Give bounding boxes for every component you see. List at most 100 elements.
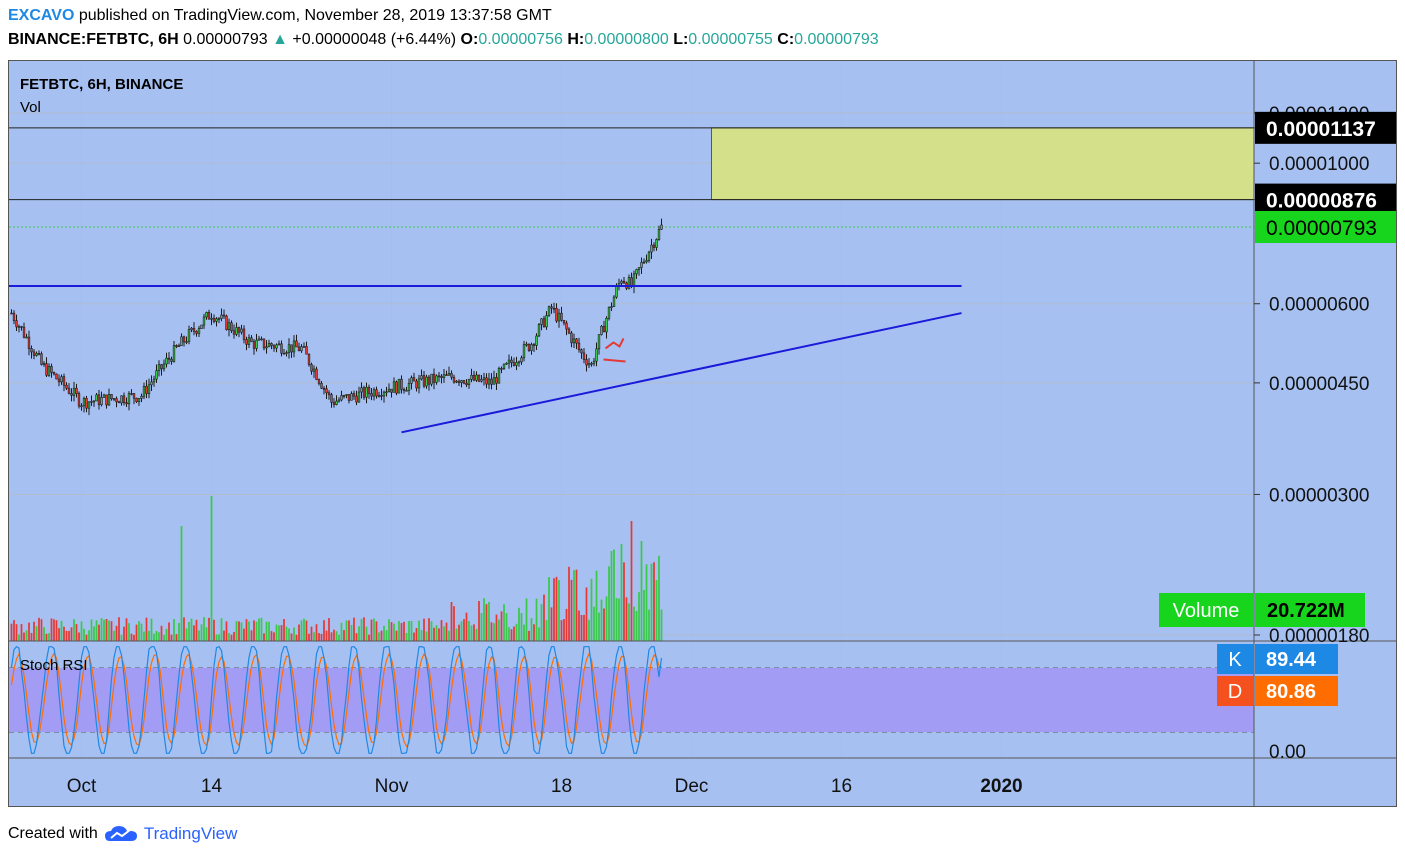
candle xyxy=(100,397,103,406)
candle xyxy=(450,373,453,378)
volume-bar xyxy=(323,620,325,641)
candle xyxy=(585,359,588,366)
publish-info: EXCAVO published on TradingView.com, Nov… xyxy=(8,7,552,25)
volume-bar xyxy=(305,620,308,641)
volume-bar xyxy=(243,628,245,641)
candle xyxy=(267,343,271,348)
volume-bar xyxy=(523,624,525,641)
candle xyxy=(352,393,356,397)
candle xyxy=(110,394,113,399)
candle xyxy=(395,381,398,394)
volume-bar xyxy=(610,551,613,641)
stoch-rsi-band xyxy=(9,668,1254,732)
volume-bar xyxy=(188,622,190,641)
candle xyxy=(542,318,546,328)
symbol-name: BINANCE:FETBTC, 6H xyxy=(8,31,179,48)
candle xyxy=(37,353,41,355)
candle xyxy=(182,336,186,343)
candle xyxy=(392,381,396,393)
volume-bar xyxy=(625,597,628,641)
candle xyxy=(567,328,571,334)
volume-bar xyxy=(325,630,328,641)
candle xyxy=(127,393,131,405)
volume-bar xyxy=(540,603,543,641)
volume-bar xyxy=(38,617,40,641)
volume-bar xyxy=(210,496,213,641)
volume-bar xyxy=(295,634,298,641)
candle xyxy=(410,377,413,384)
volume-bar xyxy=(593,606,595,641)
volume-bar xyxy=(143,631,145,641)
volume-bar xyxy=(110,621,113,641)
volume-bar xyxy=(268,621,270,641)
candle xyxy=(232,330,236,335)
candle xyxy=(477,374,481,382)
candle xyxy=(10,312,13,315)
volume-bar xyxy=(83,628,85,641)
volume-bar xyxy=(398,621,400,641)
volume-bar xyxy=(85,634,88,641)
volume-bar xyxy=(160,625,163,641)
price-badge-label: 0.00000876 xyxy=(1266,190,1377,213)
candle xyxy=(212,317,216,322)
candle xyxy=(187,329,191,342)
volume-bar xyxy=(563,619,565,641)
price-badge-label: 0.00000793 xyxy=(1266,217,1377,240)
candle xyxy=(32,351,36,356)
candle xyxy=(422,375,426,387)
candle xyxy=(650,244,653,253)
candle xyxy=(425,376,428,387)
author-link[interactable]: EXCAVO xyxy=(8,7,75,24)
candle xyxy=(270,343,273,347)
chart-svg[interactable]: 0.000012000.000010000.000006000.00000450… xyxy=(9,61,1396,806)
candle xyxy=(150,381,153,386)
candle xyxy=(515,362,518,366)
candle xyxy=(590,363,593,365)
volume-bar xyxy=(388,619,390,641)
volume-bar xyxy=(145,617,148,641)
candle xyxy=(192,327,196,332)
chart-frame[interactable]: 0.000012000.000010000.000006000.00000450… xyxy=(8,60,1397,807)
candle xyxy=(372,389,376,397)
volume-bar xyxy=(620,544,623,641)
volume-bar xyxy=(13,620,15,641)
volume-bar xyxy=(385,630,388,641)
volume-bar xyxy=(580,614,583,641)
volume-bar xyxy=(65,630,68,641)
volume-bar xyxy=(170,634,173,641)
candle xyxy=(427,376,431,385)
volume-bar xyxy=(93,626,95,641)
candle xyxy=(555,307,558,322)
tradingview-brand[interactable]: TradingView xyxy=(143,824,238,843)
candle xyxy=(97,394,101,406)
candle xyxy=(107,394,111,406)
volume-bar xyxy=(378,632,380,641)
candle xyxy=(120,395,123,404)
volume-bar xyxy=(155,631,158,641)
time-tick-label: 14 xyxy=(201,776,223,797)
volume-bar xyxy=(533,624,535,641)
candle xyxy=(330,394,333,403)
time-tick-label: 2020 xyxy=(980,776,1022,797)
candle xyxy=(332,402,336,405)
volume-bar xyxy=(333,629,335,641)
volume-bar xyxy=(178,622,180,641)
volume-bar xyxy=(165,628,168,641)
volume-bar xyxy=(650,563,653,641)
volume-bar xyxy=(15,624,18,641)
volume-bar xyxy=(425,631,428,641)
stoch-badge-value: 80.86 xyxy=(1266,681,1316,703)
candle xyxy=(610,306,613,308)
volume-bar xyxy=(20,624,23,641)
candle xyxy=(40,353,43,365)
candle xyxy=(605,317,608,333)
candle xyxy=(307,353,311,365)
candle xyxy=(242,328,246,340)
volume-bar xyxy=(288,628,290,641)
volume-bar xyxy=(405,633,408,641)
volume-bar xyxy=(158,632,160,641)
candle xyxy=(255,339,258,349)
volume-bar xyxy=(133,634,135,641)
volume-bar xyxy=(503,604,505,641)
volume-bar xyxy=(408,621,410,641)
